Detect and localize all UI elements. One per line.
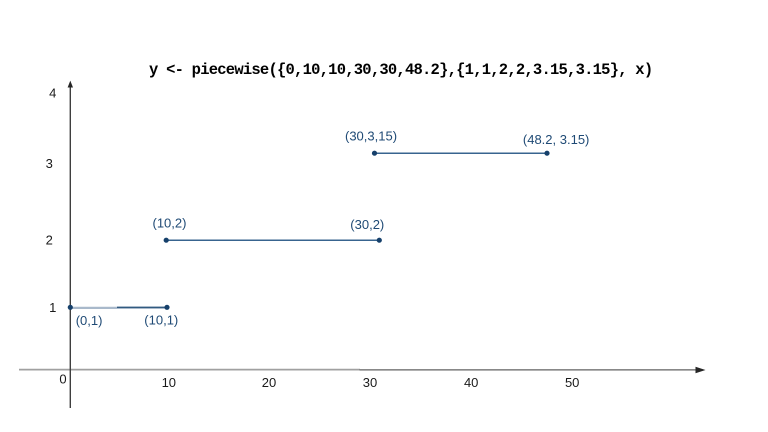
svg-text:(30,2): (30,2) <box>350 217 384 232</box>
svg-text:30: 30 <box>363 375 377 390</box>
svg-text:(10,1): (10,1) <box>144 313 178 328</box>
svg-text:(0,1): (0,1) <box>76 313 103 328</box>
svg-text:40: 40 <box>464 375 478 390</box>
svg-text:4: 4 <box>49 86 56 101</box>
svg-text:0: 0 <box>59 372 66 387</box>
svg-text:1: 1 <box>49 300 56 315</box>
svg-text:(30,3,15): (30,3,15) <box>345 129 397 144</box>
svg-text:2: 2 <box>46 233 53 248</box>
svg-text:3: 3 <box>46 156 53 171</box>
svg-text:y <- piecewise({0,10,10,30,30,: y <- piecewise({0,10,10,30,30,48.2},{1,1… <box>149 61 652 79</box>
svg-text:(10,2): (10,2) <box>153 216 187 231</box>
svg-text:(48.2, 3.15): (48.2, 3.15) <box>523 132 590 147</box>
svg-text:10: 10 <box>162 375 176 390</box>
svg-text:20: 20 <box>262 375 276 390</box>
svg-text:50: 50 <box>565 375 579 390</box>
